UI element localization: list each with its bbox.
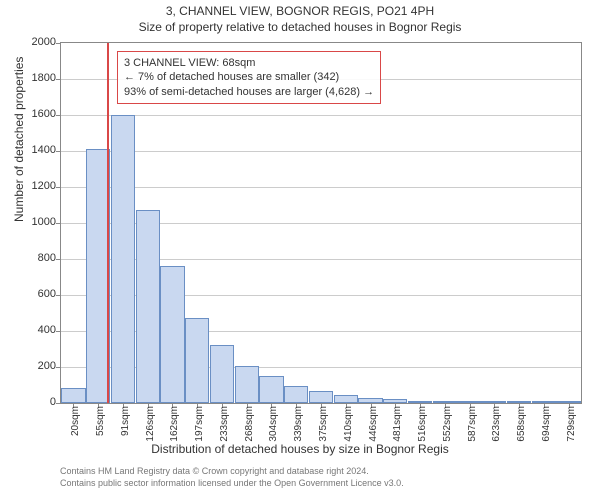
bar bbox=[185, 318, 209, 404]
y-tick-mark bbox=[56, 259, 61, 260]
annotation-box: 3 CHANNEL VIEW: 68sqm ← 7% of detached h… bbox=[117, 51, 381, 104]
y-tick-mark bbox=[56, 403, 61, 404]
y-tick-mark bbox=[56, 295, 61, 296]
x-tick-label: 233sqm bbox=[219, 406, 230, 446]
x-tick-label: 268sqm bbox=[244, 406, 255, 446]
gridline bbox=[61, 187, 581, 188]
y-tick-label: 400 bbox=[38, 324, 56, 336]
x-tick-label: 481sqm bbox=[392, 406, 403, 446]
x-tick-label: 375sqm bbox=[318, 406, 329, 446]
chart-subtitle: Size of property relative to detached ho… bbox=[0, 20, 600, 34]
y-tick-mark bbox=[56, 43, 61, 44]
y-tick-mark bbox=[56, 331, 61, 332]
bar bbox=[210, 345, 234, 403]
y-tick-mark bbox=[56, 151, 61, 152]
y-tick-label: 1800 bbox=[32, 72, 56, 84]
bar bbox=[111, 115, 135, 403]
x-tick-label: 55sqm bbox=[95, 406, 106, 446]
y-tick-mark bbox=[56, 367, 61, 368]
reference-line bbox=[107, 43, 109, 403]
x-tick-label: 694sqm bbox=[541, 406, 552, 446]
x-tick-label: 587sqm bbox=[467, 406, 478, 446]
x-tick-label: 410sqm bbox=[343, 406, 354, 446]
x-tick-label: 91sqm bbox=[120, 406, 131, 446]
annotation-line3: 93% of semi-detached houses are larger (… bbox=[124, 85, 374, 99]
y-tick-label: 200 bbox=[38, 360, 56, 372]
annotation-line1: 3 CHANNEL VIEW: 68sqm bbox=[124, 56, 374, 70]
x-tick-label: 658sqm bbox=[516, 406, 527, 446]
y-tick-mark bbox=[56, 79, 61, 80]
plot-area: 3 CHANNEL VIEW: 68sqm ← 7% of detached h… bbox=[60, 42, 582, 404]
y-tick-label: 600 bbox=[38, 288, 56, 300]
y-tick-mark bbox=[56, 223, 61, 224]
y-tick-label: 2000 bbox=[32, 36, 56, 48]
chart-container: 3, CHANNEL VIEW, BOGNOR REGIS, PO21 4PH … bbox=[0, 0, 600, 500]
bar bbox=[160, 266, 184, 403]
gridline bbox=[61, 115, 581, 116]
x-tick-label: 339sqm bbox=[293, 406, 304, 446]
y-tick-mark bbox=[56, 115, 61, 116]
bar bbox=[259, 376, 283, 403]
y-tick-label: 1000 bbox=[32, 216, 56, 228]
y-tick-mark bbox=[56, 187, 61, 188]
y-tick-label: 0 bbox=[50, 396, 56, 408]
y-tick-label: 800 bbox=[38, 252, 56, 264]
x-tick-label: 197sqm bbox=[194, 406, 205, 446]
x-tick-label: 20sqm bbox=[70, 406, 81, 446]
x-tick-label: 552sqm bbox=[442, 406, 453, 446]
bar bbox=[309, 391, 333, 403]
chart-title: 3, CHANNEL VIEW, BOGNOR REGIS, PO21 4PH bbox=[0, 4, 600, 18]
bar bbox=[61, 388, 85, 403]
y-tick-label: 1200 bbox=[32, 180, 56, 192]
x-tick-label: 126sqm bbox=[145, 406, 156, 446]
x-tick-label: 446sqm bbox=[368, 406, 379, 446]
x-tick-label: 304sqm bbox=[268, 406, 279, 446]
bar bbox=[334, 395, 358, 403]
x-tick-label: 516sqm bbox=[417, 406, 428, 446]
footer-line1: Contains HM Land Registry data © Crown c… bbox=[60, 466, 404, 478]
x-tick-label: 162sqm bbox=[169, 406, 180, 446]
bar bbox=[284, 386, 308, 403]
y-axis-label: Number of detached properties bbox=[12, 57, 26, 222]
bar bbox=[235, 366, 259, 403]
y-tick-label: 1400 bbox=[32, 144, 56, 156]
gridline bbox=[61, 151, 581, 152]
y-tick-label: 1600 bbox=[32, 108, 56, 120]
x-tick-label: 729sqm bbox=[566, 406, 577, 446]
x-tick-label: 623sqm bbox=[491, 406, 502, 446]
footer-note: Contains HM Land Registry data © Crown c… bbox=[60, 466, 404, 489]
annotation-line2: ← 7% of detached houses are smaller (342… bbox=[124, 70, 374, 84]
footer-line2: Contains public sector information licen… bbox=[60, 478, 404, 490]
bar bbox=[136, 210, 160, 403]
